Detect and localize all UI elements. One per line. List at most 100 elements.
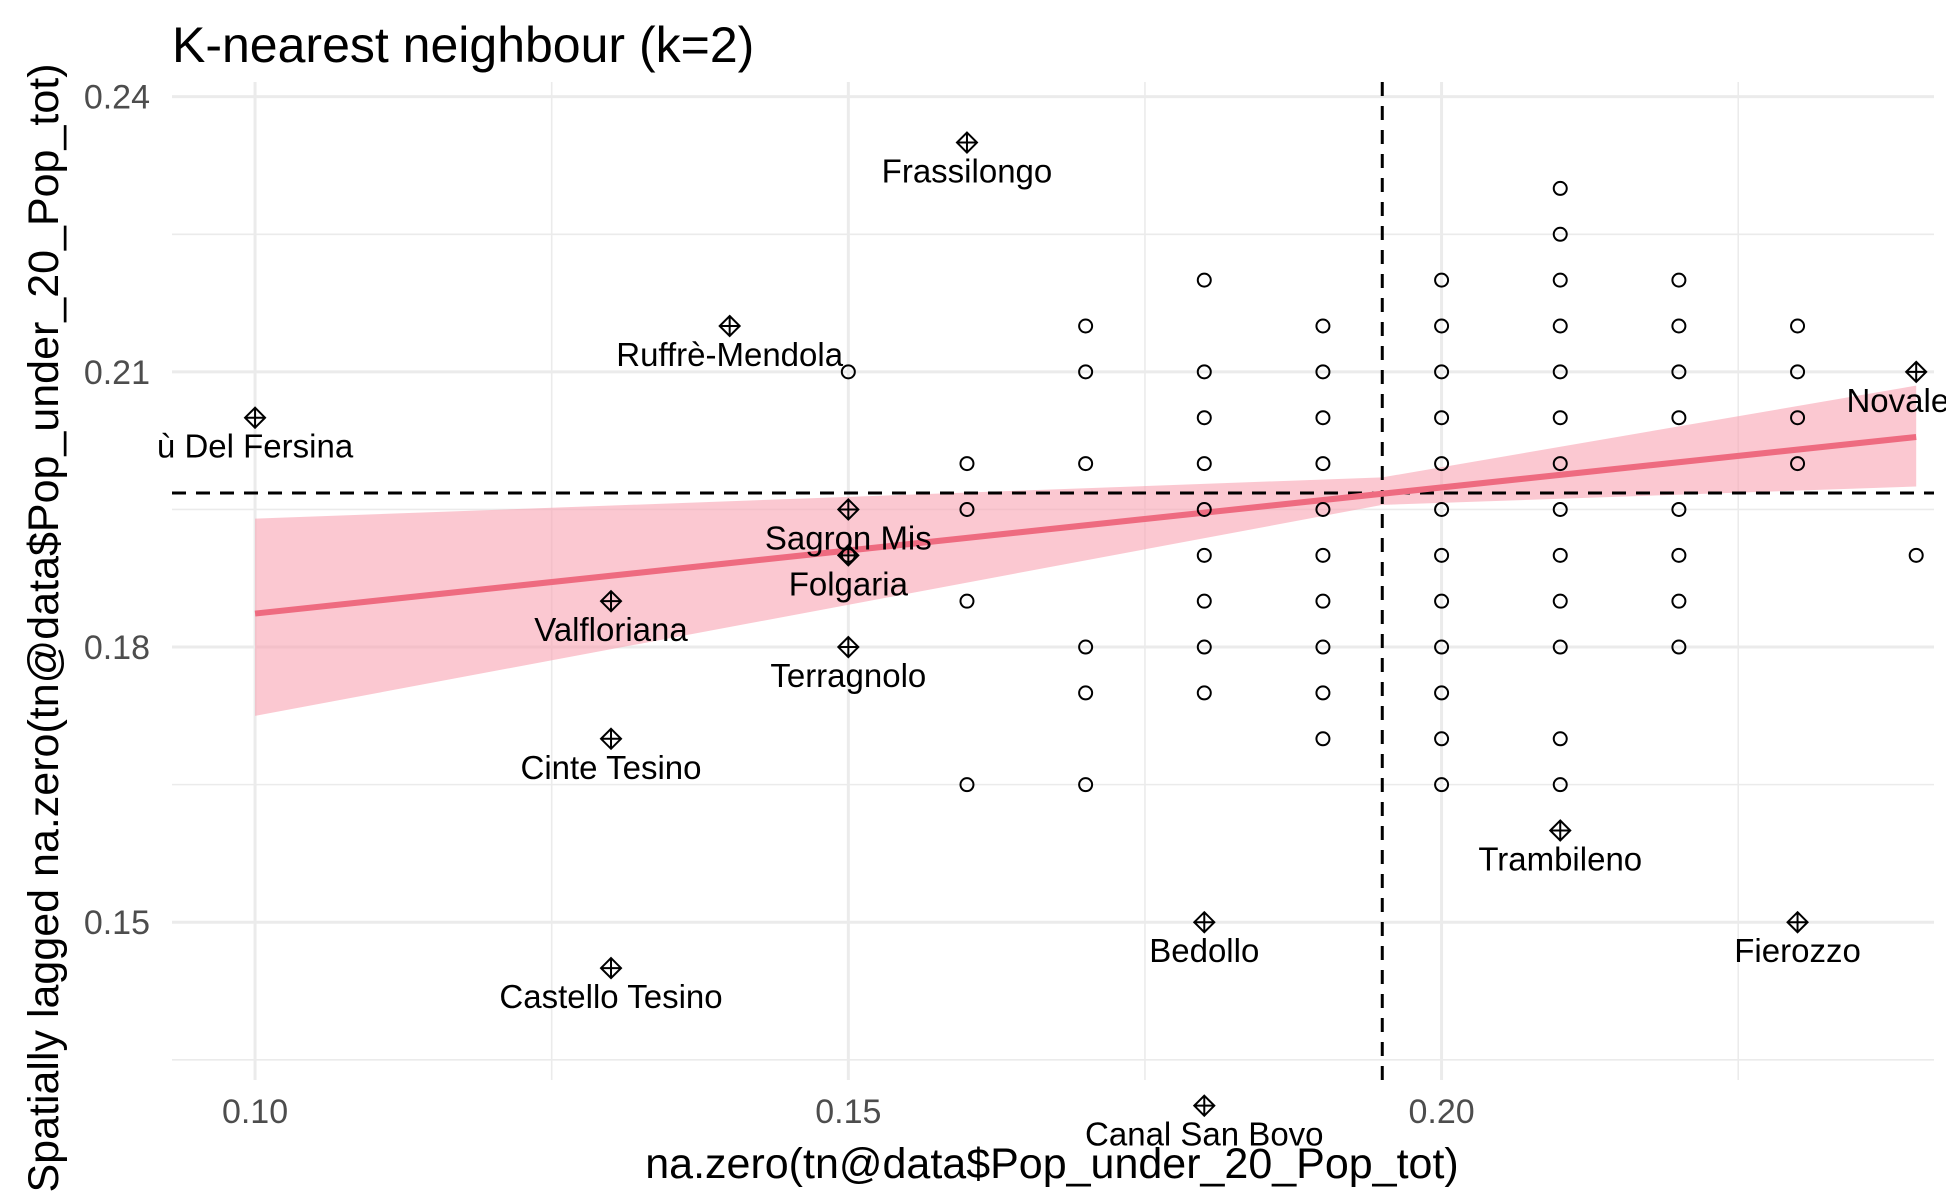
point-label: ù Del Fersina — [157, 428, 354, 465]
confidence-band-layer — [255, 385, 1917, 716]
point-label: Terragnolo — [770, 657, 926, 694]
data-point — [1315, 410, 1331, 426]
data-point — [1671, 410, 1687, 426]
influential-point — [836, 543, 860, 567]
point-label: Castello Tesino — [499, 978, 722, 1015]
y-tick-label: 0.24 — [84, 79, 150, 117]
data-point — [1434, 685, 1450, 701]
influential-point — [243, 406, 267, 430]
data-point — [1078, 318, 1094, 334]
data-point — [1315, 731, 1331, 747]
chart-title: K-nearest neighbour (k=2) — [172, 17, 754, 73]
confidence-band — [255, 385, 1917, 716]
data-point — [1434, 731, 1450, 747]
influential-point — [599, 727, 623, 751]
data-point — [1196, 593, 1212, 609]
data-point — [1315, 685, 1331, 701]
data-point — [1434, 593, 1450, 609]
point-label: Canal San Bovo — [1085, 1116, 1324, 1153]
data-point — [1671, 364, 1687, 380]
data-point — [1078, 364, 1094, 380]
x-tick-label: 0.10 — [222, 1093, 288, 1131]
data-point — [1434, 456, 1450, 472]
influential-point — [1548, 819, 1572, 842]
data-point — [1315, 593, 1331, 609]
data-point — [1315, 639, 1331, 655]
data-point — [1315, 456, 1331, 472]
data-point — [1671, 639, 1687, 655]
influential-point — [599, 589, 623, 613]
data-point — [959, 456, 975, 472]
data-point — [1434, 272, 1450, 288]
data-point — [959, 593, 975, 609]
x-tick-label: 0.15 — [815, 1093, 881, 1131]
data-point — [1196, 364, 1212, 380]
data-point — [1078, 639, 1094, 655]
data-point — [1552, 639, 1568, 655]
x-tick-label: 0.20 — [1408, 1093, 1474, 1131]
data-point — [1552, 777, 1568, 793]
data-point — [1671, 501, 1687, 517]
data-point — [840, 364, 856, 380]
data-point — [1552, 593, 1568, 609]
point-label: Cinte Tesino — [521, 749, 702, 786]
data-point — [1196, 456, 1212, 472]
influential-point — [1786, 910, 1809, 934]
data-point — [1078, 456, 1094, 472]
data-point — [1196, 685, 1212, 701]
data-point — [1315, 501, 1331, 517]
data-point — [1196, 410, 1212, 426]
influential-point — [1192, 1094, 1216, 1118]
point-label: Sagron Mis — [765, 519, 932, 556]
mean-lines — [172, 82, 1934, 1080]
data-point — [1790, 364, 1806, 380]
data-point — [1552, 318, 1568, 334]
data-point — [1434, 777, 1450, 793]
y-tick-label: 0.15 — [84, 904, 150, 942]
point-label: Novaledo — [1846, 382, 1946, 419]
data-point — [959, 777, 975, 793]
data-point — [1552, 364, 1568, 380]
y-tick-label: 0.18 — [84, 629, 150, 667]
y-axis-title: Spatially lagged na.zero(tn@data$Pop_und… — [20, 63, 68, 1192]
data-point — [1552, 272, 1568, 288]
data-point — [1196, 639, 1212, 655]
data-point — [1552, 180, 1568, 196]
data-point — [1671, 318, 1687, 334]
data-point — [1552, 410, 1568, 426]
data-point — [1552, 456, 1568, 472]
influential-point — [955, 131, 979, 154]
data-point — [1196, 272, 1212, 288]
y-tick-label: 0.21 — [84, 354, 150, 392]
data-point — [1552, 731, 1568, 747]
influential-point — [836, 635, 860, 659]
influential-point — [1192, 910, 1216, 934]
x-tick-labels: 0.10 0.15 0.20 — [222, 1093, 1475, 1131]
data-point — [1078, 685, 1094, 701]
influential-point — [718, 314, 742, 338]
data-point — [1552, 547, 1568, 563]
data-point — [1434, 639, 1450, 655]
data-point — [1315, 318, 1331, 334]
data-point — [1434, 318, 1450, 334]
data-point — [1671, 272, 1687, 288]
point-label: Ruffrè-Mendola — [616, 336, 843, 373]
point-label: Valfloriana — [534, 611, 688, 648]
data-point — [959, 501, 975, 517]
data-point — [1434, 501, 1450, 517]
point-label: Frassilongo — [882, 153, 1053, 190]
data-point — [1434, 547, 1450, 563]
influential-point — [599, 956, 623, 980]
regression-line — [254, 434, 1917, 617]
data-point — [1552, 226, 1568, 242]
influential-point — [1904, 360, 1928, 384]
data-point — [1671, 547, 1687, 563]
data-point — [1671, 593, 1687, 609]
data-point — [1434, 364, 1450, 380]
data-point — [1196, 501, 1212, 517]
x-axis-title: na.zero(tn@data$Pop_under_20_Pop_tot) — [645, 1140, 1458, 1188]
data-point — [1790, 410, 1806, 426]
data-point — [1078, 777, 1094, 793]
data-point — [1790, 456, 1806, 472]
data-point — [1908, 547, 1924, 563]
